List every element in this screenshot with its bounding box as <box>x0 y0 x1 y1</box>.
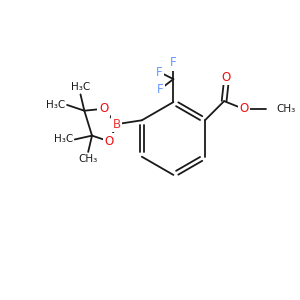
Text: F: F <box>170 56 177 69</box>
Text: H₃C: H₃C <box>46 100 65 110</box>
Text: CH₃: CH₃ <box>276 104 295 114</box>
Text: CH₃: CH₃ <box>79 154 98 164</box>
Text: O: O <box>99 102 108 115</box>
Text: O: O <box>105 135 114 148</box>
Text: O: O <box>240 102 249 115</box>
Text: O: O <box>221 71 231 84</box>
Text: B: B <box>113 118 121 130</box>
Text: F: F <box>156 66 162 79</box>
Text: H₃C: H₃C <box>71 82 90 92</box>
Text: F: F <box>157 83 163 96</box>
Text: H₃C: H₃C <box>54 134 73 145</box>
